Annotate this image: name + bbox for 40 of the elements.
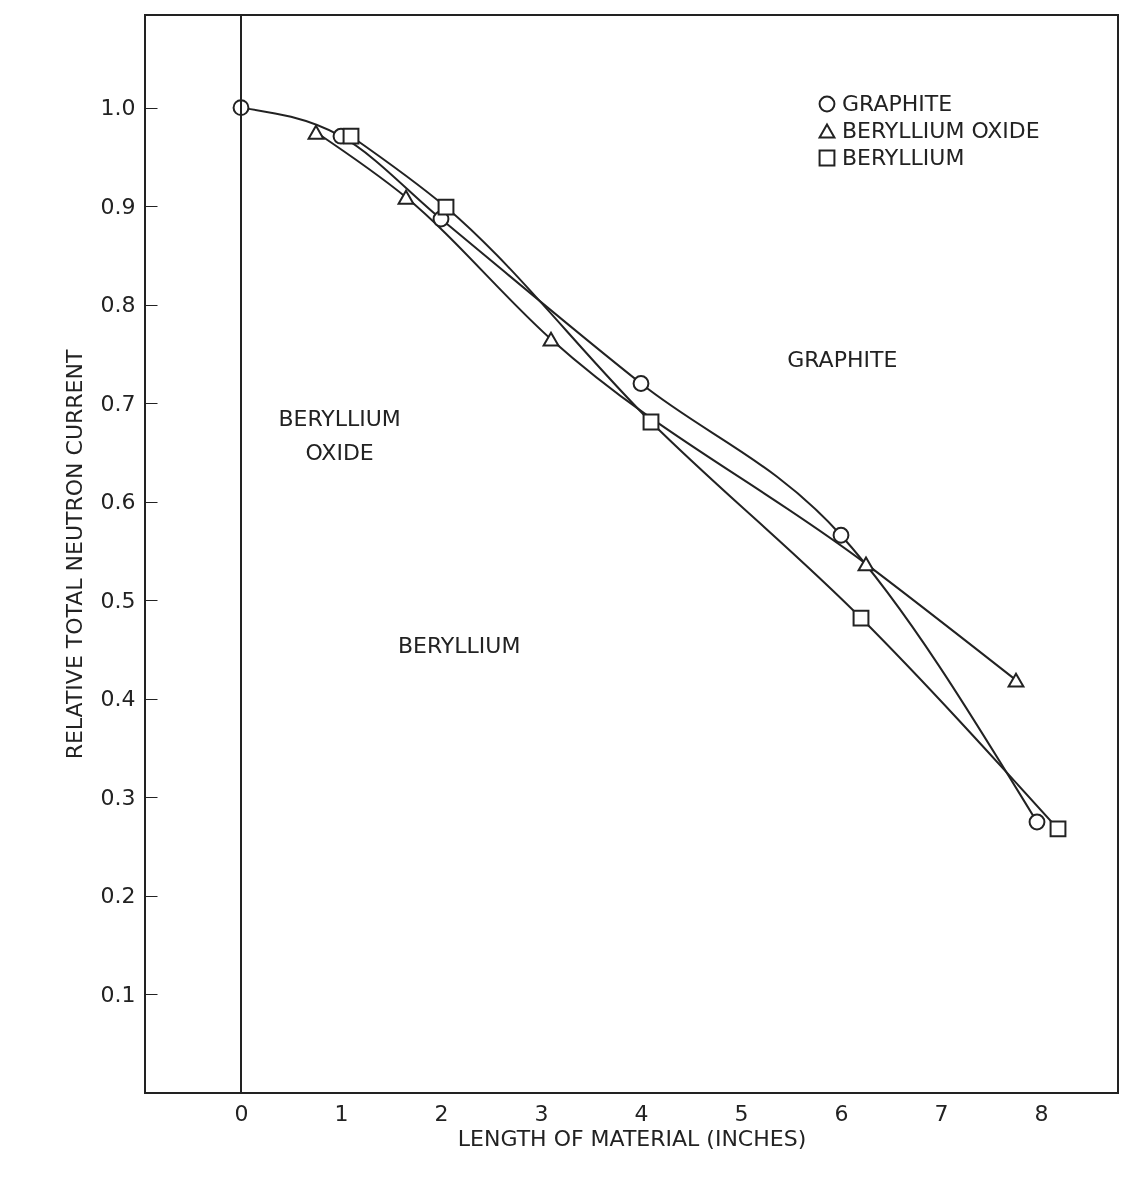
point xyxy=(542,331,560,347)
y-tick-label: 0.8 xyxy=(100,292,136,318)
y-tick-label: 0.4 xyxy=(100,686,136,712)
point xyxy=(852,609,870,627)
point xyxy=(437,198,455,216)
x-tick-label: 3 xyxy=(534,1100,549,1126)
legend-label: GRAPHITE xyxy=(842,91,953,116)
x-axis-title: LENGTH OF MATERIAL (INCHES) xyxy=(457,1125,807,1151)
point xyxy=(307,124,325,140)
y-tick-label: 0.2 xyxy=(100,883,136,909)
point xyxy=(1049,820,1067,838)
x-tick-label: 1 xyxy=(334,1100,349,1126)
x-tick-label: 2 xyxy=(434,1100,449,1126)
x-tick-label: 7 xyxy=(934,1100,949,1126)
y-tick-label: 1.0 xyxy=(100,95,136,121)
x-tick-label: 6 xyxy=(834,1100,849,1126)
point xyxy=(1028,813,1046,831)
annotation: GRAPHITE xyxy=(787,346,898,372)
point xyxy=(642,413,660,431)
x-tick-label: 8 xyxy=(1034,1100,1049,1126)
annotation: BERYLLIUM OXIDE xyxy=(278,406,401,466)
y-tick-label: 0.6 xyxy=(100,489,136,515)
y-tick-label: 0.7 xyxy=(100,390,136,416)
point xyxy=(397,189,415,205)
y-tick-label: 0.5 xyxy=(100,587,136,613)
legend-label: BERYLLIUM OXIDE xyxy=(842,118,1040,143)
x-tick-label: 4 xyxy=(634,1100,649,1126)
legend-label: BERYLLIUM xyxy=(842,145,965,170)
x-tick-label: 5 xyxy=(734,1100,749,1126)
y-tick-label: 0.3 xyxy=(100,784,136,810)
x-tick-label: 0 xyxy=(234,1100,249,1126)
point xyxy=(1007,672,1025,688)
point xyxy=(342,127,360,145)
point xyxy=(832,526,850,544)
point xyxy=(857,556,875,572)
point xyxy=(632,375,650,392)
y-tick-label: 0.9 xyxy=(100,193,136,219)
y-tick-label: 0.1 xyxy=(100,981,136,1007)
annotation: BERYLLIUM xyxy=(397,632,521,658)
y-axis-title: RELATIVE TOTAL NEUTRON CURRENT xyxy=(61,349,87,760)
